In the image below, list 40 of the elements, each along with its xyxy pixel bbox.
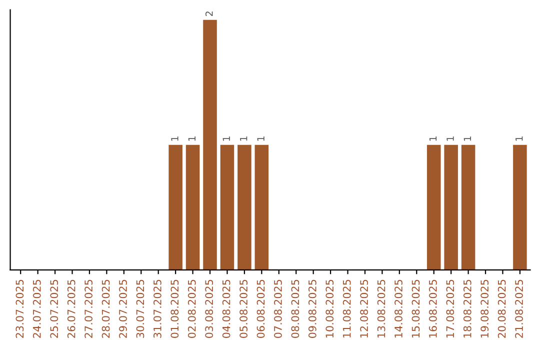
data-label: 1 <box>464 136 471 141</box>
x-tick-label: 23.07.2025 <box>16 280 24 338</box>
x-tick-label: 18.08.2025 <box>463 280 472 338</box>
x-tick-label: 17.08.2025 <box>446 280 454 338</box>
x-tick-label: 26.07.2025 <box>67 280 76 338</box>
x-tick-label: 30.07.2025 <box>136 280 144 338</box>
data-label: 2 <box>205 12 213 16</box>
x-tick-label: 01.08.2025 <box>170 280 179 338</box>
data-label: 1 <box>188 136 196 141</box>
data-label: 1 <box>171 136 178 141</box>
x-tick-label: 08.08.2025 <box>291 280 300 338</box>
x-tick-label: 27.07.2025 <box>84 280 92 338</box>
x-tick-label: 29.07.2025 <box>119 280 127 338</box>
x-tick-label: 20.08.2025 <box>498 280 506 338</box>
x-tick-label: 21.08.2025 <box>515 280 523 338</box>
data-label: 1 <box>257 136 264 141</box>
x-tick-label: 14.08.2025 <box>394 280 402 338</box>
x-tick-label: 09.08.2025 <box>308 280 316 338</box>
x-tick-label: 10.08.2025 <box>326 280 334 338</box>
x-tick-label: 16.08.2025 <box>428 280 437 338</box>
x-tick-label: 13.08.2025 <box>377 280 386 338</box>
data-label: 1 <box>516 136 523 141</box>
x-tick-label: 03.08.2025 <box>205 280 214 338</box>
x-tick-label: 02.08.2025 <box>188 280 196 338</box>
x-tick-label: 06.08.2025 <box>256 280 265 338</box>
x-tick-label: 15.08.2025 <box>412 280 420 338</box>
x-tick-label: 11.08.2025 <box>342 280 351 338</box>
data-label: 1 <box>446 136 454 141</box>
x-tick-label: 31.07.2025 <box>153 280 162 338</box>
x-tick-label: 12.08.2025 <box>360 280 368 338</box>
x-tick-label: 07.08.2025 <box>274 280 282 338</box>
data-label: 1 <box>222 136 230 141</box>
x-tick-label: 04.08.2025 <box>222 280 230 338</box>
x-tick-label: 25.07.2025 <box>50 280 58 338</box>
data-label: 1 <box>429 136 437 141</box>
x-tick-label: 28.07.2025 <box>102 280 110 338</box>
data-label: 1 <box>240 136 248 141</box>
x-tick-label: 24.07.2025 <box>32 280 41 338</box>
x-tick-label: 05.08.2025 <box>240 280 248 338</box>
x-tick-label: 19.08.2025 <box>480 280 489 338</box>
